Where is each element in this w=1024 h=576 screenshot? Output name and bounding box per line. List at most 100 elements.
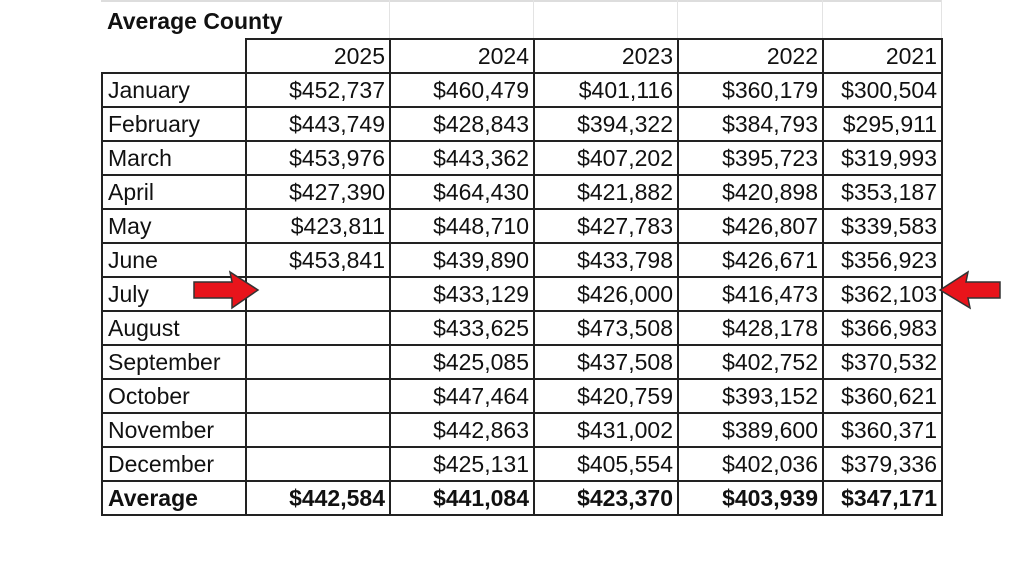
table-row: May $423,811 $448,710 $427,783 $426,807 $339,…	[101, 208, 943, 244]
value-cell[interactable]: $362,103	[822, 276, 943, 312]
value-cell[interactable]: $447,464	[389, 378, 535, 414]
value-cell[interactable]: $425,085	[389, 344, 535, 380]
value-cell[interactable]: $394,322	[533, 106, 679, 142]
table-row: October $447,464 $420,759 $393,152 $360,621	[101, 378, 943, 414]
value-cell[interactable]: $439,890	[389, 242, 535, 278]
average-value-cell[interactable]: $423,370	[533, 480, 679, 516]
table-row: August $433,625 $473,508 $428,178 $366,983	[101, 310, 943, 346]
value-cell[interactable]: $428,178	[677, 310, 824, 346]
value-cell[interactable]: $416,473	[677, 276, 824, 312]
value-cell[interactable]: $402,752	[677, 344, 824, 380]
value-cell[interactable]: $473,508	[533, 310, 679, 346]
table-row: April $427,390 $464,430 $421,882 $420,898 $35…	[101, 174, 943, 210]
value-cell[interactable]: $393,152	[677, 378, 824, 414]
arrow-right-icon	[193, 270, 260, 310]
average-value-cell[interactable]: $403,939	[677, 480, 824, 516]
value-cell[interactable]: $426,000	[533, 276, 679, 312]
value-cell[interactable]: $460,479	[389, 72, 535, 108]
value-cell[interactable]: $442,863	[389, 412, 535, 448]
month-cell[interactable]: April	[101, 174, 247, 210]
average-value-cell[interactable]: $347,171	[822, 480, 943, 516]
value-cell[interactable]: $420,898	[677, 174, 824, 210]
value-cell[interactable]	[245, 344, 391, 380]
value-cell[interactable]: $431,002	[533, 412, 679, 448]
month-cell[interactable]: May	[101, 208, 247, 244]
average-value-cell[interactable]: $442,584	[245, 480, 391, 516]
value-cell[interactable]: $437,508	[533, 344, 679, 380]
value-cell[interactable]: $426,671	[677, 242, 824, 278]
value-cell[interactable]: $405,554	[533, 446, 679, 482]
value-cell[interactable]	[245, 378, 391, 414]
value-cell[interactable]: $443,749	[245, 106, 391, 142]
value-cell[interactable]	[245, 310, 391, 346]
value-cell[interactable]: $433,798	[533, 242, 679, 278]
value-cell[interactable]: $360,179	[677, 72, 824, 108]
month-cell[interactable]: September	[101, 344, 247, 380]
value-cell[interactable]: $427,783	[533, 208, 679, 244]
average-label-cell[interactable]: Average	[101, 480, 247, 516]
value-cell[interactable]: $395,723	[677, 140, 824, 176]
gridline	[941, 0, 942, 38]
table-row: November $442,863 $431,002 $389,600 $360,371	[101, 412, 943, 448]
year-header-cell[interactable]: 2025	[245, 38, 391, 74]
month-cell[interactable]: March	[101, 140, 247, 176]
month-cell[interactable]: August	[101, 310, 247, 346]
value-cell[interactable]: $433,625	[389, 310, 535, 346]
value-cell[interactable]: $370,532	[822, 344, 943, 380]
value-cell[interactable]: $319,993	[822, 140, 943, 176]
year-header-cell[interactable]: 2022	[677, 38, 824, 74]
year-header-cell[interactable]: 2021	[822, 38, 943, 74]
gridline	[533, 0, 534, 38]
value-cell[interactable]: $420,759	[533, 378, 679, 414]
value-cell[interactable]: $428,843	[389, 106, 535, 142]
table-row: June $453,841 $439,890 $433,798 $426,671 $356…	[101, 242, 943, 278]
value-cell[interactable]: $448,710	[389, 208, 535, 244]
value-cell[interactable]: $433,129	[389, 276, 535, 312]
year-header-cell[interactable]: 2024	[389, 38, 535, 74]
value-cell[interactable]: $339,583	[822, 208, 943, 244]
value-cell[interactable]: $421,882	[533, 174, 679, 210]
arrow-left-icon	[938, 270, 1001, 310]
table-row: January $452,737 $460,479 $401,116 $360,179 $…	[101, 72, 943, 108]
value-cell[interactable]: $425,131	[389, 446, 535, 482]
value-cell[interactable]: $360,621	[822, 378, 943, 414]
value-cell[interactable]: $379,336	[822, 446, 943, 482]
month-cell[interactable]: December	[101, 446, 247, 482]
value-cell[interactable]: $389,600	[677, 412, 824, 448]
value-cell[interactable]: $366,983	[822, 310, 943, 346]
table-row: March $453,976 $443,362 $407,202 $395,723 $31…	[101, 140, 943, 176]
year-header-cell[interactable]: 2023	[533, 38, 679, 74]
value-cell[interactable]	[245, 412, 391, 448]
value-cell[interactable]: $295,911	[822, 106, 943, 142]
value-cell[interactable]: $453,841	[245, 242, 391, 278]
value-cell[interactable]: $356,923	[822, 242, 943, 278]
value-cell[interactable]: $407,202	[533, 140, 679, 176]
value-cell[interactable]: $360,371	[822, 412, 943, 448]
gridline	[822, 0, 823, 38]
month-cell[interactable]: January	[101, 72, 247, 108]
value-cell[interactable]: $443,362	[389, 140, 535, 176]
value-cell[interactable]: $353,187	[822, 174, 943, 210]
value-cell[interactable]: $453,976	[245, 140, 391, 176]
value-cell[interactable]: $426,807	[677, 208, 824, 244]
value-cell[interactable]	[245, 446, 391, 482]
value-cell[interactable]: $401,116	[533, 72, 679, 108]
value-cell[interactable]: $384,793	[677, 106, 824, 142]
value-cell[interactable]: $464,430	[389, 174, 535, 210]
average-row: Average $442,584 $441,084 $423,370 $403,939 $…	[101, 480, 943, 516]
average-value-cell[interactable]: $441,084	[389, 480, 535, 516]
header-corner-cell[interactable]	[102, 39, 247, 74]
value-cell[interactable]: $402,036	[677, 446, 824, 482]
month-cell[interactable]: November	[101, 412, 247, 448]
month-cell[interactable]: June	[101, 242, 247, 278]
table-row: February $443,749 $428,843 $394,322 $384,793…	[101, 106, 943, 142]
value-cell[interactable]: $423,811	[245, 208, 391, 244]
value-cell[interactable]: $452,737	[245, 72, 391, 108]
value-cell[interactable]	[245, 276, 391, 312]
sheet-title: Average County	[107, 8, 283, 34]
price-table: 2025 2024 2023 2022 2021 January $452,737 $460,…	[101, 38, 943, 516]
value-cell[interactable]: $300,504	[822, 72, 943, 108]
month-cell[interactable]: October	[101, 378, 247, 414]
month-cell[interactable]: February	[101, 106, 247, 142]
value-cell[interactable]: $427,390	[245, 174, 391, 210]
